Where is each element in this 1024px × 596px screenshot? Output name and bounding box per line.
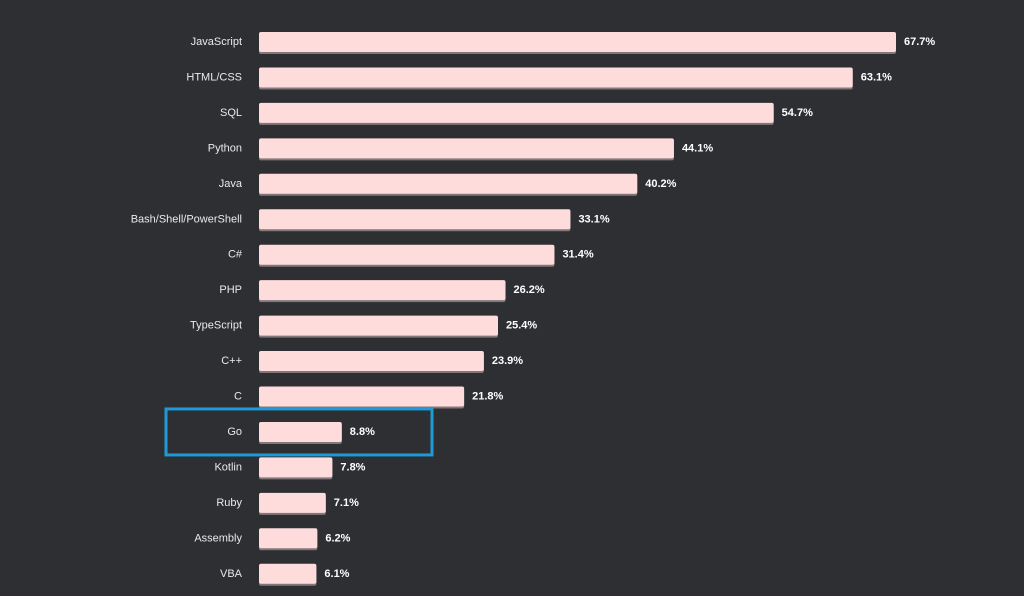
- category-label-bash-shell-powershell: Bash/Shell/PowerShell: [131, 213, 242, 225]
- value-label-vba: 6.1%: [324, 568, 349, 580]
- value-label-assembly: 6.2%: [325, 532, 350, 544]
- category-label-kotlin: Kotlin: [214, 461, 242, 473]
- bar-python: [259, 138, 674, 159]
- category-label-java: Java: [219, 178, 243, 190]
- bar-ruby: [259, 492, 326, 513]
- value-label-typescript: 25.4%: [506, 320, 537, 332]
- bar-javascript: [259, 32, 896, 52]
- bar-go: [259, 421, 342, 442]
- value-label-c: 21.8%: [472, 391, 503, 403]
- value-label-php: 26.2%: [514, 284, 545, 296]
- value-label-java: 40.2%: [645, 178, 676, 190]
- bars-group: [259, 32, 896, 586]
- category-label-sql: SQL: [220, 107, 242, 119]
- bar-c: [259, 351, 484, 372]
- value-label-ruby: 7.1%: [334, 497, 359, 509]
- bar-c: [259, 244, 555, 265]
- value-label-kotlin: 7.8%: [340, 461, 365, 473]
- value-labels-group: 67.7% 63.1% 54.7% 44.1% 40.2% 33.1% 31.4% 26.2%…: [324, 36, 935, 580]
- value-label-c: 31.4%: [562, 249, 593, 261]
- category-label-javascript: JavaScript: [191, 36, 242, 48]
- category-labels-group: JavaScript HTML/CSS SQL Python Java Bash/Shel…: [131, 36, 243, 580]
- value-label-html-css: 63.1%: [861, 71, 892, 83]
- category-label-python: Python: [208, 142, 242, 154]
- value-label-sql: 54.7%: [782, 107, 813, 119]
- bar-php: [259, 280, 506, 301]
- bar-bash-shell-powershell: [259, 209, 571, 230]
- bar-html-css: [259, 67, 853, 88]
- highlight-group: [164, 407, 434, 457]
- bar-kotlin: [259, 457, 333, 478]
- value-label-javascript: 67.7%: [904, 36, 935, 48]
- category-label-php: PHP: [219, 284, 242, 296]
- value-label-c: 23.9%: [492, 355, 523, 367]
- bar-typescript: [259, 315, 498, 336]
- category-label-c: C#: [228, 249, 243, 261]
- category-label-go: Go: [227, 426, 242, 438]
- bar-sql: [259, 102, 774, 123]
- value-label-python: 44.1%: [682, 142, 713, 154]
- bar-assembly: [259, 528, 318, 549]
- category-label-c: C++: [221, 355, 242, 367]
- highlight-box-go: [164, 407, 434, 457]
- category-label-html-css: HTML/CSS: [186, 71, 242, 83]
- bar-java: [259, 173, 638, 194]
- category-label-ruby: Ruby: [216, 497, 242, 509]
- bar-c: [259, 386, 465, 407]
- category-label-typescript: TypeScript: [190, 320, 242, 332]
- value-label-bash-shell-powershell: 33.1%: [578, 213, 609, 225]
- bar-vba: [259, 563, 317, 584]
- category-label-vba: VBA: [220, 568, 243, 580]
- category-label-c: C: [234, 391, 242, 403]
- category-label-assembly: Assembly: [194, 532, 242, 544]
- value-label-go: 8.8%: [350, 426, 375, 438]
